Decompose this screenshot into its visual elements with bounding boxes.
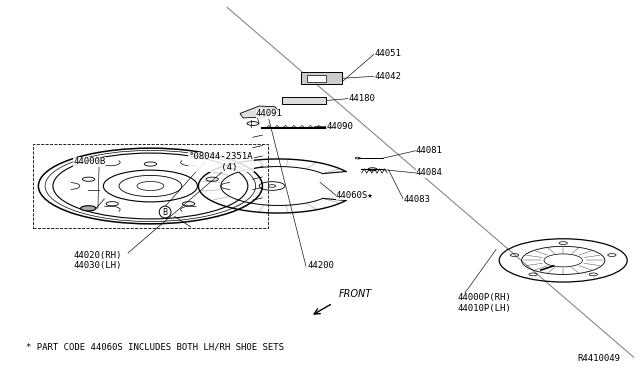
Text: 44000B: 44000B	[74, 157, 106, 166]
Bar	[301, 73, 342, 84]
Ellipse shape	[310, 98, 323, 103]
Ellipse shape	[285, 98, 298, 103]
Text: 44180: 44180	[349, 94, 376, 103]
Text: 44081: 44081	[416, 146, 443, 155]
Text: 44042: 44042	[374, 72, 401, 81]
Text: 44020(RH)
44030(LH): 44020(RH) 44030(LH)	[74, 251, 122, 270]
Text: B: B	[163, 208, 168, 217]
Polygon shape	[240, 106, 278, 118]
Text: R4410049: R4410049	[578, 354, 621, 363]
Ellipse shape	[81, 206, 96, 211]
Text: 44091: 44091	[256, 109, 283, 118]
Bar	[282, 97, 326, 104]
Text: 44000P(RH)
44010P(LH): 44000P(RH) 44010P(LH)	[458, 294, 511, 313]
Text: 44200: 44200	[307, 262, 334, 270]
Text: 44083: 44083	[403, 195, 430, 203]
Text: 44051: 44051	[374, 49, 401, 58]
Text: 44090: 44090	[326, 122, 353, 131]
Text: FRONT: FRONT	[339, 289, 372, 299]
Text: °08044-2351A
      (4): °08044-2351A (4)	[189, 152, 253, 171]
Bar	[33, 144, 268, 228]
Text: * PART CODE 44060S INCLUDES BOTH LH/RH SHOE SETS: * PART CODE 44060S INCLUDES BOTH LH/RH S…	[26, 343, 284, 352]
Text: 44060S★: 44060S★	[336, 191, 374, 200]
Bar	[307, 76, 326, 81]
Text: 44084: 44084	[416, 169, 443, 177]
